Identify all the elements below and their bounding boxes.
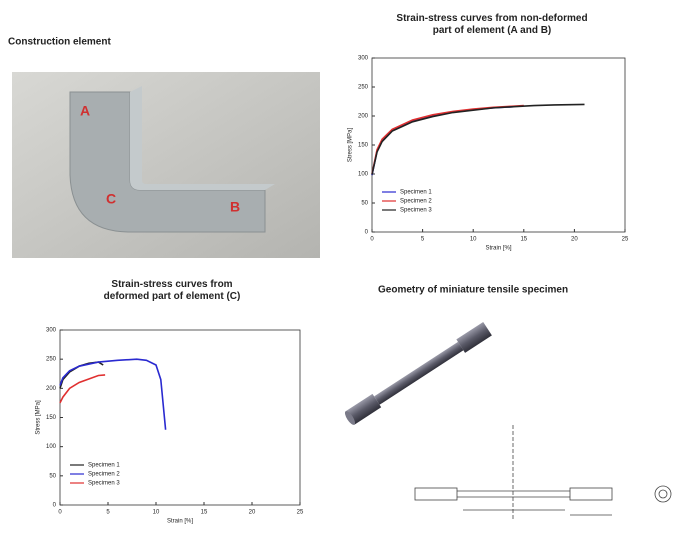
photo-label: C	[106, 191, 116, 207]
legend-label: Specimen 3	[400, 208, 432, 214]
x-axis-label: Strain [%]	[485, 246, 511, 252]
x-tick-label: 10	[470, 237, 477, 243]
photo-label: B	[230, 199, 240, 215]
y-tick-label: 300	[46, 328, 57, 334]
x-axis-label: Strain [%]	[167, 519, 193, 525]
x-tick-label: 20	[571, 237, 578, 243]
y-tick-label: 0	[365, 230, 369, 236]
y-axis-label: Stress [MPa]	[36, 400, 42, 435]
x-tick-label: 10	[153, 510, 160, 516]
y-tick-label: 250	[46, 357, 57, 363]
legend-label: Specimen 1	[88, 463, 120, 469]
photo-label: A	[80, 103, 90, 119]
x-tick-label: 15	[520, 237, 527, 243]
x-tick-label: 5	[421, 237, 425, 243]
chart-title: Strain-stress curves from non-deformed pa…	[396, 13, 587, 36]
series-line	[59, 374, 106, 404]
x-tick-label: 25	[297, 510, 304, 516]
x-tick-label: 25	[622, 237, 629, 243]
legend-label: Specimen 2	[88, 472, 120, 478]
series-line	[371, 105, 514, 176]
y-tick-label: 100	[46, 444, 57, 450]
x-tick-label: 20	[249, 510, 256, 516]
y-tick-label: 200	[358, 114, 369, 120]
x-tick-label: 15	[201, 510, 208, 516]
x-tick-label: 0	[58, 510, 62, 516]
y-tick-label: 150	[358, 143, 369, 149]
y-tick-label: 50	[361, 201, 368, 207]
y-tick-label: 50	[49, 473, 56, 479]
photo-title: Construction element	[8, 37, 111, 48]
y-tick-label: 0	[53, 503, 57, 509]
series-line	[371, 104, 524, 175]
photo: A B C	[12, 72, 320, 258]
series-line	[59, 358, 167, 430]
y-axis-label: Stress [MPa]	[348, 127, 354, 162]
specimen-drawing	[344, 321, 672, 520]
y-tick-label: 150	[46, 415, 57, 421]
legend-label: Specimen 2	[400, 199, 432, 205]
x-tick-label: 0	[370, 237, 374, 243]
y-tick-label: 300	[358, 56, 369, 62]
legend-label: Specimen 1	[400, 190, 432, 196]
chart-title: Strain-stress curves from deformed part o…	[104, 279, 241, 302]
y-tick-label: 100	[358, 172, 369, 178]
x-tick-label: 5	[106, 510, 110, 516]
y-tick-label: 200	[46, 386, 57, 392]
series-line	[371, 103, 585, 175]
plot-area	[59, 329, 301, 506]
y-tick-label: 250	[358, 85, 369, 91]
plot-area	[371, 57, 626, 233]
geometry-title: Geometry of miniature tensile specimen	[378, 285, 568, 296]
legend-label: Specimen 3	[88, 481, 120, 487]
